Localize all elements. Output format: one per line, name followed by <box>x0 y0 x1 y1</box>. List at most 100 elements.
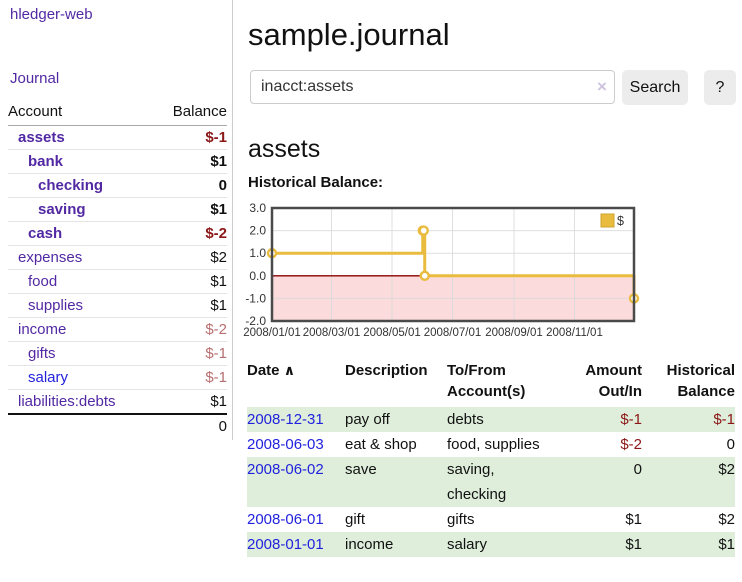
x-axis-label: 2008/07/01 <box>424 327 482 339</box>
sort-ascending-icon: ∧ <box>283 362 296 378</box>
sidebar-item-journal[interactable]: Journal <box>10 70 60 87</box>
y-axis-label: 0.0 <box>249 269 266 283</box>
tx-amount: $1 <box>625 536 642 553</box>
account-balance: $-2 <box>205 321 227 338</box>
y-axis-label: 2.0 <box>249 224 266 238</box>
clear-search-icon[interactable]: × <box>597 77 607 96</box>
help-button[interactable]: ? <box>704 70 736 105</box>
account-balance: 0 <box>218 177 227 194</box>
x-axis-label: 2008/05/01 <box>363 327 421 339</box>
tx-date-link[interactable]: 2008-06-02 <box>247 461 324 478</box>
tx-date-link[interactable]: 2008-01-01 <box>247 536 324 553</box>
register-row: 2008-12-31 pay off debts $-1 $-1 <box>247 407 735 432</box>
account-link[interactable]: supplies <box>28 297 84 314</box>
chart-data-point <box>419 270 430 282</box>
account-link[interactable]: saving <box>38 201 86 218</box>
account-link[interactable]: expenses <box>18 249 83 266</box>
account-row: liabilities:debts $1 <box>8 390 227 415</box>
account-balance: $-2 <box>205 225 227 242</box>
tx-balance: $2 <box>718 511 735 528</box>
chart-legend: $ <box>600 213 624 228</box>
accounts-column-header: To/From Account(s) <box>447 362 526 400</box>
register-header-row: Date ∧ Description To/From Account(s) Am… <box>247 360 735 407</box>
account-link[interactable]: salary <box>28 369 69 386</box>
account-row: cash $-2 <box>8 222 227 246</box>
tx-description: save <box>345 461 377 478</box>
description-column-header: Description <box>345 362 428 379</box>
svg-text:$: $ <box>617 214 624 228</box>
search-form: × Search ? <box>248 70 742 105</box>
account-row: supplies $1 <box>8 294 227 318</box>
register-row: 2008-06-02 save saving, checking 0 $2 <box>247 457 735 507</box>
account-link[interactable]: assets <box>18 129 65 146</box>
account-row: expenses $2 <box>8 246 227 270</box>
register-row: 2008-06-03 eat & shop food, supplies $-2 0 <box>247 432 735 457</box>
search-input[interactable] <box>250 70 615 104</box>
balance-column-header: Balance <box>172 103 227 120</box>
account-balance: $1 <box>210 273 227 290</box>
tx-accounts: saving, checking <box>447 461 507 503</box>
tx-date-link[interactable]: 2008-12-31 <box>247 411 324 428</box>
account-row: assets $-1 <box>8 126 227 150</box>
balance-column-header: Historical Balance <box>666 362 735 400</box>
account-balance: $-1 <box>205 345 227 362</box>
account-column-header: Account <box>8 103 63 120</box>
account-heading: assets <box>248 134 321 163</box>
account-balance: $1 <box>210 393 227 410</box>
chart-data-point <box>418 225 429 236</box>
account-link[interactable]: cash <box>28 225 63 242</box>
y-axis-label: 3.0 <box>249 201 266 215</box>
tx-accounts: gifts <box>447 511 475 528</box>
tx-accounts: debts <box>447 411 484 428</box>
sidebar: hledger-web Journal Account Balance asse… <box>0 0 233 440</box>
x-axis-label: 2008/03/01 <box>303 327 361 339</box>
account-balance: $1 <box>210 201 227 218</box>
tx-date-link[interactable]: 2008-06-01 <box>247 511 324 528</box>
tx-accounts: food, supplies <box>447 436 540 453</box>
y-axis-label: 1.0 <box>249 246 266 260</box>
register-table: Date ∧ Description To/From Account(s) Am… <box>247 360 735 557</box>
page-title: sample.journal <box>248 16 450 52</box>
tx-balance: $2 <box>718 461 735 478</box>
tx-amount: $-1 <box>620 411 642 428</box>
tx-date-link[interactable]: 2008-06-03 <box>247 436 324 453</box>
tx-description: income <box>345 536 394 553</box>
y-axis-label: -1.0 <box>245 291 266 305</box>
accounts-table-header: Account Balance <box>8 101 227 126</box>
tx-description: eat & shop <box>345 436 417 453</box>
brand-link[interactable]: hledger-web <box>10 6 93 23</box>
account-row: gifts $-1 <box>8 342 227 366</box>
account-balance: $-1 <box>205 129 227 146</box>
x-axis-label: 2008/09/01 <box>485 327 543 339</box>
account-link[interactable]: liabilities:debts <box>18 393 116 410</box>
chart-title: Historical Balance: <box>248 174 384 191</box>
account-row: income $-2 <box>8 318 227 342</box>
account-link[interactable]: checking <box>38 177 104 194</box>
account-link[interactable]: income <box>18 321 67 338</box>
accounts-table: Account Balance assets $-1 bank $1 checking 0… <box>8 101 227 438</box>
search-button[interactable]: Search <box>622 70 688 105</box>
amount-column-header: Amount Out/In <box>585 362 642 400</box>
register-row: 2008-06-01 gift gifts $1 $2 <box>247 507 735 532</box>
tx-amount: 0 <box>633 461 642 478</box>
tx-balance: $1 <box>718 536 735 553</box>
account-row: saving $1 <box>8 198 227 222</box>
tx-balance: 0 <box>726 436 735 453</box>
account-link[interactable]: gifts <box>28 345 56 362</box>
account-balance: $2 <box>210 249 227 266</box>
account-link[interactable]: food <box>28 273 58 290</box>
account-balance: $1 <box>210 297 227 314</box>
y-axis-label: -2.0 <box>245 314 266 328</box>
main-content: sample.journal × Search ? assets Histori… <box>243 0 742 582</box>
tx-amount: $-2 <box>620 436 642 453</box>
account-link[interactable]: bank <box>28 153 64 170</box>
account-row: food $1 <box>8 270 227 294</box>
tx-amount: $1 <box>625 511 642 528</box>
account-balance: $1 <box>210 153 227 170</box>
register-row: 2008-01-01 income salary $1 $1 <box>247 532 735 557</box>
account-row: checking 0 <box>8 174 227 198</box>
tx-accounts: salary <box>447 536 488 553</box>
account-balance: $-1 <box>205 369 227 386</box>
date-column-header[interactable]: Date ∧ <box>247 360 345 407</box>
